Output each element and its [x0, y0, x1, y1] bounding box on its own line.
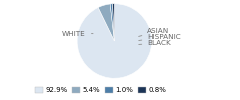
Text: ASIAN: ASIAN — [139, 28, 169, 36]
Legend: 92.9%, 5.4%, 1.0%, 0.8%: 92.9%, 5.4%, 1.0%, 0.8% — [32, 84, 169, 96]
Wedge shape — [98, 4, 114, 41]
Wedge shape — [110, 4, 114, 41]
Text: BLACK: BLACK — [139, 40, 171, 46]
Wedge shape — [77, 4, 152, 78]
Wedge shape — [113, 4, 114, 41]
Text: HISPANIC: HISPANIC — [139, 34, 181, 41]
Text: WHITE: WHITE — [62, 30, 93, 36]
